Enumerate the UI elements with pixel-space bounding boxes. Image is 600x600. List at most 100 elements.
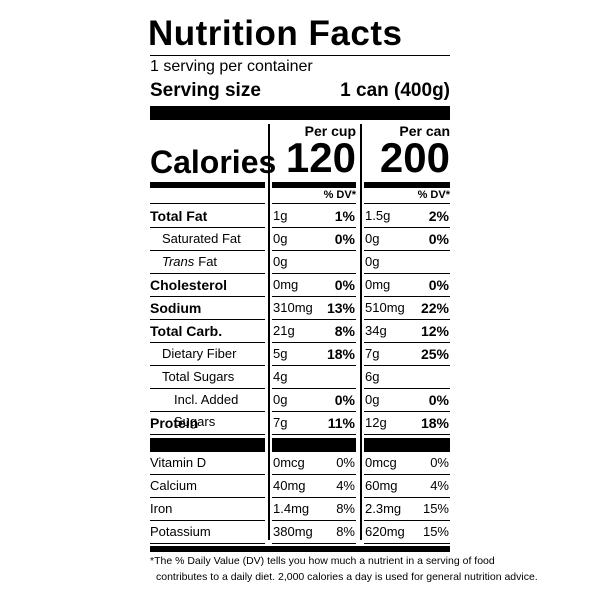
amount-cell: 0mg 0% [364,274,450,297]
amount: 5g [273,346,288,361]
amount: 60mg [365,478,398,493]
thick-rule [150,546,450,552]
daily-value: 2% [428,208,449,224]
thick-rule [272,182,356,188]
nutrient-name-cell: Protein [150,412,265,435]
amount: 1.5g [365,208,391,223]
amount-cell: 310mg 13% [272,297,356,320]
nutrient-name-cell: Incl. Added Sugars [150,389,265,429]
nutrient-name: Protein [150,415,199,431]
nutrient-name: Calcium [150,478,197,493]
daily-value: 18% [420,415,449,431]
amount: 1g [273,208,288,223]
amount: 310mg [273,300,313,315]
dv-header: % DV* [323,189,356,201]
nutrient-name: Fat [198,254,218,269]
column-header: Per cup [304,123,356,139]
nutrient-name-cell: Vitamin D [150,452,265,475]
amount-cell: 380mg 8% [272,521,356,544]
thick-rule [150,438,265,452]
amount-cell: 60mg 4% [364,475,450,498]
rule [364,203,450,204]
daily-value: 11% [327,415,355,431]
rule [150,203,265,204]
nutrient-name: Cholesterol [150,277,228,293]
amount: 620mg [365,524,405,539]
amount-cell: 510mg 22% [364,297,450,320]
nutrient-name-cell: Sodium [150,297,265,320]
amount-cell: 1.4mg 8% [272,498,356,521]
thick-rule [150,182,265,188]
amount-cell: 40mg 4% [272,475,356,498]
amount: 4g [273,369,288,384]
nutrient-name-italic: Trans [162,254,195,269]
daily-value: 0% [334,277,355,293]
amount-cell: 7g 11% [272,412,356,435]
calories-value: 200 [379,134,450,181]
nutrient-name-cell: Calcium [150,475,265,498]
amount-cell: 1.5g 2% [364,205,450,228]
daily-value: 0% [430,455,449,470]
footnote-line: contributes to a daily diet. 2,000 calor… [156,571,538,583]
amount: 2.3mg [365,501,402,516]
daily-value: 0% [428,392,449,408]
thick-rule [364,182,450,188]
daily-value: 8% [336,524,355,539]
daily-value: 25% [420,346,449,362]
amount-cell: 6g [364,366,450,389]
daily-value: 12% [420,323,449,339]
amount-cell: 620mg 15% [364,521,450,544]
nutrient-name: Saturated Fat [162,231,241,246]
daily-value: 8% [334,323,355,339]
amount-cell: 1g 1% [272,205,356,228]
amount: 0g [273,254,288,269]
daily-value: 0% [334,392,355,408]
daily-value: 13% [326,300,355,316]
column-divider [360,124,362,540]
column-divider [268,124,270,540]
daily-value: 18% [326,346,355,362]
nutrient-name: Sodium [150,300,202,316]
nutrient-name-cell: Dietary Fiber [150,343,265,366]
nutrient-name-cell: Trans Fat [150,251,265,274]
serving-size-value: 1 can (400g) [340,80,450,101]
nutrient-name: Total Fat [150,208,208,224]
rule [150,55,450,56]
daily-value: 0% [336,455,355,470]
nutrient-name: Potassium [150,524,211,539]
amount: 1.4mg [273,501,310,516]
amount: 0g [365,392,380,407]
amount: 510mg [365,300,405,315]
amount: 0mg [365,277,391,292]
amount-cell: 0mcg 0% [272,452,356,475]
amount-cell: 0g [364,251,450,274]
amount-cell: 12g 18% [364,412,450,435]
amount: 6g [365,369,380,384]
nutrient-name-cell: Saturated Fat [150,228,265,251]
nutrient-name: Total Sugars [162,369,235,384]
amount: 7g [365,346,380,361]
amount: 12g [365,415,387,430]
nutrient-name-cell: Cholesterol [150,274,265,297]
nutrient-name-cell: Total Fat [150,205,265,228]
daily-value: 15% [422,524,449,539]
daily-value: 4% [430,478,449,493]
calories-value: 120 [285,134,356,181]
servings: 1 serving per container [150,58,313,75]
footnote-line: *The % Daily Value (DV) tells you how mu… [150,555,495,567]
nutrient-name-cell: Total Carb. [150,320,265,343]
amount: 0g [365,231,380,246]
amount: 0mcg [365,455,397,470]
amount: 0mcg [273,455,305,470]
amount: 0g [273,392,288,407]
daily-value: 22% [420,300,449,316]
nutrient-name: Vitamin D [150,455,207,470]
calories-label: Calories [150,144,277,180]
daily-value: 0% [334,231,355,247]
amount-cell: 5g 18% [272,343,356,366]
nutrient-name: Dietary Fiber [162,346,237,361]
amount-cell: 4g [272,366,356,389]
amount: 34g [365,323,387,338]
amount-cell: 0g [272,251,356,274]
amount-cell: 0mcg 0% [364,452,450,475]
